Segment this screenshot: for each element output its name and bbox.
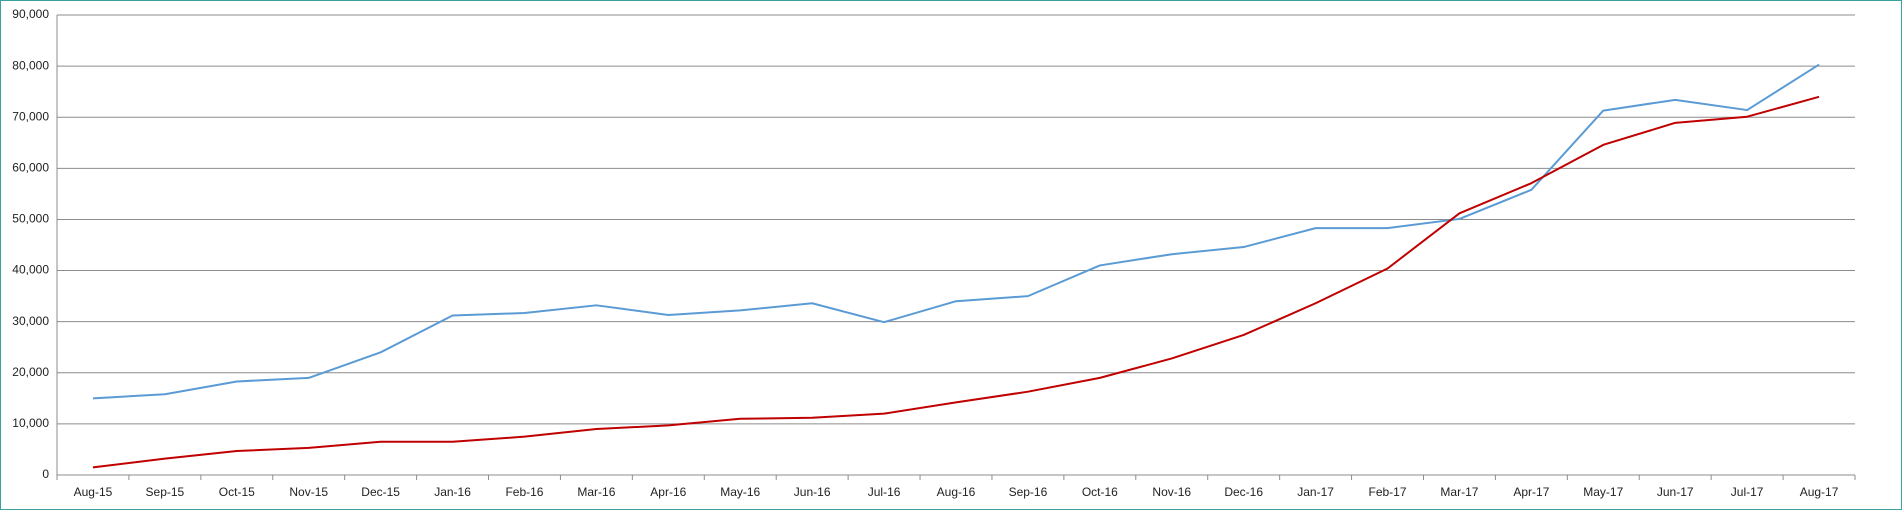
x-tick-label: Jul-16 [868, 485, 901, 499]
y-tick-label: 90,000 [12, 7, 49, 21]
x-tick-label: Oct-15 [219, 485, 255, 499]
x-tick-label: Apr-16 [650, 485, 686, 499]
x-tick-label: Oct-16 [1082, 485, 1118, 499]
y-tick-label: 70,000 [12, 109, 49, 123]
series-line [92, 95, 1820, 469]
x-tick-label: Apr-17 [1513, 485, 1549, 499]
x-tick-label: Feb-16 [505, 485, 543, 499]
x-tick-label: Aug-17 [1800, 485, 1839, 499]
x-tick-label: Jun-17 [1657, 485, 1694, 499]
x-tick-label: Sep-15 [146, 485, 185, 499]
y-tick-label: 10,000 [12, 416, 49, 430]
x-tick-label: Aug-15 [74, 485, 113, 499]
x-tick-label: Dec-16 [1224, 485, 1263, 499]
series-line [92, 63, 1820, 400]
y-tick-label: 0 [42, 467, 49, 481]
y-tick-label: 30,000 [12, 314, 49, 328]
y-tick-label: 20,000 [12, 365, 49, 379]
x-tick-label: Mar-17 [1440, 485, 1478, 499]
x-tick-label: Sep-16 [1009, 485, 1048, 499]
x-tick-label: Feb-17 [1369, 485, 1407, 499]
x-tick-label: Aug-16 [937, 485, 976, 499]
y-tick-label: 60,000 [12, 161, 49, 175]
x-tick-label: May-17 [1583, 485, 1623, 499]
x-tick-label: May-16 [720, 485, 760, 499]
x-tick-label: Jul-17 [1731, 485, 1764, 499]
x-tick-label: Mar-16 [577, 485, 615, 499]
y-tick-label: 50,000 [12, 212, 49, 226]
x-tick-label: Dec-15 [361, 485, 400, 499]
x-tick-label: Jun-16 [794, 485, 831, 499]
y-tick-label: 80,000 [12, 58, 49, 72]
x-tick-label: Nov-16 [1152, 485, 1191, 499]
x-tick-label: Jan-17 [1297, 485, 1334, 499]
x-tick-label: Nov-15 [289, 485, 328, 499]
x-tick-label: Jan-16 [434, 485, 471, 499]
y-tick-label: 40,000 [12, 263, 49, 277]
